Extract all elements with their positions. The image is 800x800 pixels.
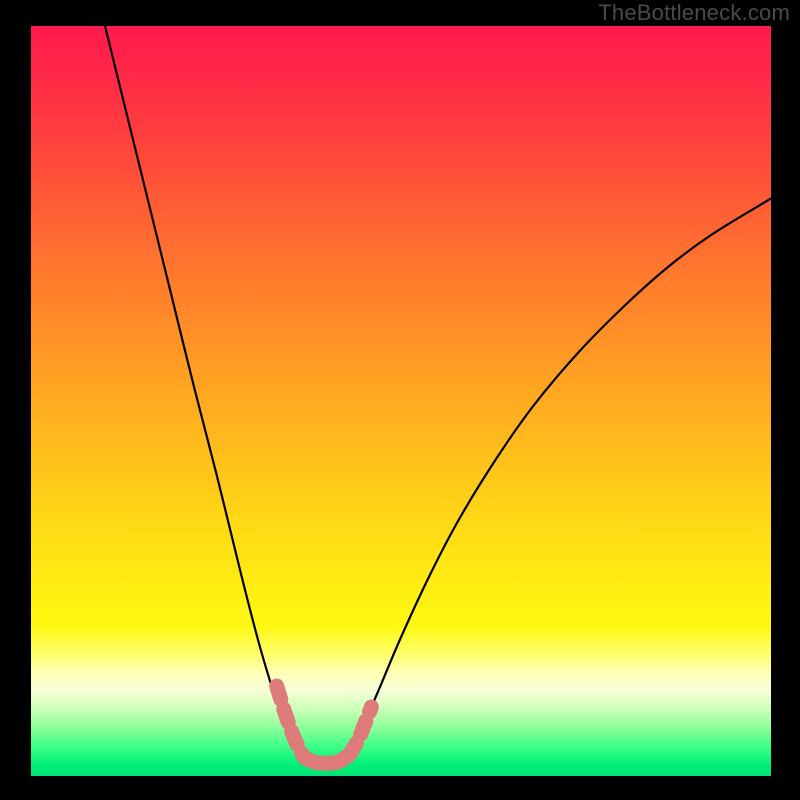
bottleneck-chart	[31, 26, 771, 776]
watermark-text: TheBottleneck.com	[598, 0, 790, 26]
chart-background	[31, 26, 771, 776]
